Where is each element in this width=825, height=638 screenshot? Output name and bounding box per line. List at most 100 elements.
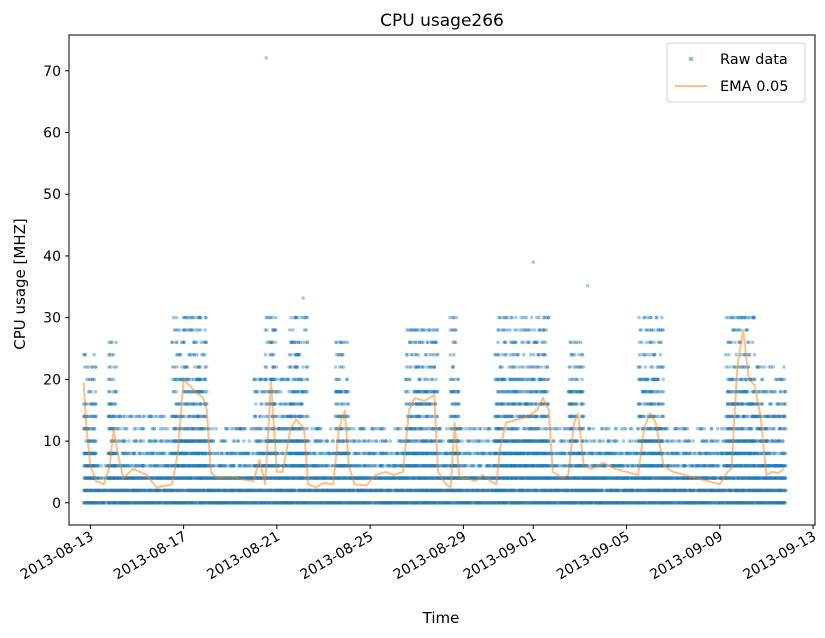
raw-data-point [95,488,99,493]
raw-data-point [81,501,86,505]
raw-data-point [301,365,305,369]
raw-data-point [118,501,122,505]
raw-data-point [346,414,351,419]
raw-data-point [98,488,102,493]
raw-data-point [109,488,113,493]
raw-data-point [113,488,117,493]
raw-data-point [89,389,94,394]
raw-data-point [85,377,89,382]
raw-data-point [100,501,104,505]
raw-data-point [174,389,179,394]
raw-data-point [182,414,187,419]
raw-data-point [504,340,508,345]
raw-data-point [113,464,118,468]
raw-data-point [503,352,508,357]
raw-data-point [106,488,111,493]
raw-data-point [111,464,115,468]
raw-data-point [90,451,95,456]
raw-data-point [85,501,89,505]
raw-data-point [192,365,197,369]
raw-data-point [84,476,88,480]
raw-data-point [93,402,98,406]
raw-data-point [94,365,98,369]
raw-data-point [92,426,96,431]
raw-data-point [92,488,97,493]
raw-data-point [210,426,215,431]
raw-data-point [113,464,118,468]
raw-data-point [448,352,453,357]
raw-data-point [106,377,111,382]
raw-data-point [265,328,269,332]
raw-data-point [112,365,116,369]
raw-data-point [110,488,115,493]
raw-data-point [352,426,356,431]
raw-data-point [341,365,346,369]
raw-data-point [480,439,485,443]
raw-data-point [221,451,225,456]
raw-data-point [111,451,116,456]
raw-data-point [122,414,127,419]
raw-data-point [117,426,122,431]
raw-data-point [91,488,95,493]
raw-data-point [110,501,115,505]
raw-data-point [106,389,111,394]
raw-data-point [243,426,248,431]
raw-data-point [339,389,344,394]
raw-data-point [83,476,88,480]
raw-data-point [108,377,112,382]
raw-data-point [198,328,203,332]
raw-data-point [116,476,121,480]
raw-data-point [175,365,179,369]
raw-data-point [513,365,517,369]
raw-data-point [94,488,98,493]
raw-data-point [296,365,300,369]
raw-data-point [93,488,97,493]
raw-data-point [82,426,86,431]
raw-data-point [409,365,414,369]
raw-data-point [82,352,86,357]
raw-data-point [109,426,114,431]
raw-data-point [115,501,119,505]
raw-data-point [87,365,91,369]
raw-data-point [92,414,97,419]
raw-data-point [85,464,90,468]
raw-data-point [89,488,93,493]
raw-data-point [107,488,111,493]
raw-data-point [478,426,483,431]
raw-data-point [88,377,93,382]
raw-data-point [106,414,111,419]
raw-data-point [118,476,122,480]
raw-data-point [288,328,292,332]
raw-data-point [100,501,105,505]
raw-data-point [104,488,109,493]
raw-data-point [92,501,97,505]
raw-data-point [82,501,86,505]
raw-data-point [92,439,97,443]
raw-data-point [94,439,98,443]
raw-data-point [305,315,310,320]
raw-data-point [91,377,95,382]
raw-data-point [108,402,113,406]
raw-data-point [426,377,431,382]
raw-data-point [115,464,119,468]
raw-data-point [264,377,269,382]
raw-data-point [93,365,98,369]
raw-data-point [94,488,99,493]
raw-data-point [111,464,116,468]
raw-data-point [84,476,89,480]
raw-data-point [333,365,338,369]
raw-data-point [82,476,86,480]
raw-data-point [94,451,98,456]
raw-data-point [341,352,345,357]
raw-data-point [421,365,426,369]
raw-data-point [127,439,131,443]
raw-data-point [302,377,306,382]
raw-data-point [113,476,117,480]
raw-data-point [97,488,102,493]
raw-data-point [88,476,92,480]
raw-data-point [115,476,119,480]
raw-data-point [346,389,350,394]
raw-data-point [278,389,283,394]
raw-data-point [111,389,115,394]
